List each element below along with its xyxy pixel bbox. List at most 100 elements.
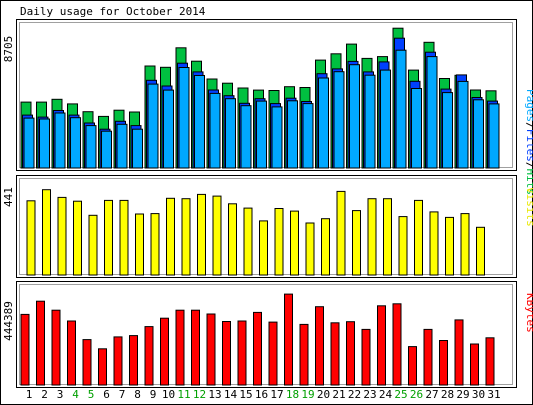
- bar-visits-day-10: [166, 197, 175, 276]
- legend-part: /: [524, 162, 533, 169]
- kbytes-panel: 444389 KBytes: [2, 281, 533, 388]
- bar-pages-day-6: [101, 130, 112, 169]
- legend-part: Hits: [524, 169, 533, 196]
- bar-kbytes-day-14: [222, 321, 231, 386]
- bar-kbytes-day-12: [191, 309, 200, 386]
- x-tick-label-day-8: 8: [134, 388, 141, 401]
- x-tick-label-day-28: 28: [441, 388, 454, 401]
- bar-visits-day-23: [367, 198, 377, 276]
- bar-pages-day-13: [209, 92, 221, 169]
- y-max-label: 8705: [2, 36, 15, 63]
- bar-pages-day-23: [364, 74, 376, 169]
- bar-kbytes-day-8: [129, 335, 138, 386]
- x-tick-label-day-6: 6: [103, 388, 110, 401]
- bar-pages-day-31: [488, 103, 500, 169]
- bar-pages-day-19: [302, 103, 314, 169]
- x-tick-label-day-20: 20: [317, 388, 330, 401]
- y-max-label: 444389: [2, 301, 15, 341]
- bar-visits-day-12: [197, 193, 206, 276]
- bar-visits-day-11: [181, 198, 191, 276]
- bar-pages-day-27: [426, 56, 438, 169]
- bar-visits-day-27: [429, 211, 439, 276]
- bar-kbytes-day-6: [98, 348, 107, 386]
- bar-visits-day-24: [383, 198, 392, 276]
- chart-title: Daily usage for October 2014: [20, 5, 206, 18]
- x-tick-label-day-14: 14: [224, 388, 238, 401]
- legend-part: Pages: [524, 89, 533, 122]
- bar-visits-day-21: [336, 190, 346, 276]
- legend-part: Visits: [524, 187, 533, 227]
- x-tick-label-day-4: 4: [72, 388, 79, 401]
- bar-kbytes-day-7: [113, 336, 123, 386]
- bar-kbytes-day-22: [346, 321, 355, 386]
- x-axis-labels: 1 2 3 4 5 6 7 8 9 10 11 12 13 14 15 16 17 18 19 20 21 22 23 24 2…: [26, 388, 501, 401]
- bar-kbytes-day-25: [392, 303, 402, 386]
- bar-kbytes-day-15: [237, 320, 247, 386]
- x-tick-label-day-21: 21: [332, 388, 345, 401]
- x-tick-label-day-27: 27: [425, 388, 438, 401]
- bar-kbytes-day-26: [408, 346, 417, 386]
- x-tick-label-day-25: 25: [394, 388, 407, 401]
- bar-visits-day-20: [321, 218, 330, 276]
- bar-kbytes-day-30: [470, 343, 479, 386]
- bar-kbytes-day-21: [330, 322, 340, 386]
- bar-kbytes-day-18: [284, 293, 293, 386]
- bar-visits-day-7: [119, 199, 129, 276]
- x-tick-label-day-9: 9: [150, 388, 157, 401]
- bar-kbytes-day-2: [36, 300, 45, 386]
- bar-visits-day-19: [305, 222, 315, 276]
- x-tick-label-day-1: 1: [26, 388, 33, 401]
- bar-visits-day-1: [26, 200, 36, 276]
- x-tick-label-day-31: 31: [487, 388, 500, 401]
- bar-visits-day-4: [73, 200, 82, 276]
- bar-pages-day-2: [39, 118, 50, 169]
- bar-pages-day-21: [333, 71, 345, 169]
- bar-visits-day-17: [274, 208, 284, 276]
- x-tick-label-day-15: 15: [239, 388, 252, 401]
- bar-pages-day-3: [54, 112, 66, 169]
- bar-visits-day-29: [460, 213, 470, 276]
- x-tick-label-day-2: 2: [41, 388, 48, 401]
- bar-pages-day-20: [318, 77, 329, 169]
- bar-kbytes-day-10: [160, 317, 169, 386]
- bar-visits-day-3: [57, 196, 67, 276]
- x-tick-label-day-17: 17: [270, 388, 283, 401]
- bar-pages-day-30: [473, 99, 484, 169]
- x-tick-label-day-3: 3: [57, 388, 64, 401]
- bar-visits-day-14: [228, 203, 237, 276]
- bar-kbytes-day-19: [299, 323, 309, 386]
- bar-pages-day-8: [132, 128, 143, 169]
- bar-visits-day-18: [290, 210, 299, 276]
- bar-kbytes-day-29: [454, 319, 464, 386]
- bar-pages-day-4: [70, 117, 81, 169]
- bar-kbytes-day-28: [439, 340, 448, 386]
- bar-pages-day-16: [256, 100, 267, 169]
- bar-pages-day-10: [163, 89, 174, 169]
- x-tick-label-day-10: 10: [162, 388, 175, 401]
- bar-visits-day-13: [212, 195, 222, 276]
- bar-kbytes-day-31: [485, 337, 495, 386]
- bar-pages-day-26: [411, 88, 422, 169]
- x-tick-label-day-7: 7: [119, 388, 126, 401]
- bar-pages-day-17: [271, 106, 283, 169]
- bar-pages-day-25: [395, 49, 407, 169]
- bar-visits-day-25: [398, 216, 408, 276]
- bar-pages-day-24: [380, 69, 391, 169]
- bar-kbytes-day-23: [361, 328, 371, 386]
- x-tick-label-day-5: 5: [88, 388, 95, 401]
- x-tick-label-day-30: 30: [472, 388, 485, 401]
- bar-pages-day-9: [147, 83, 159, 169]
- bar-pages-day-29: [457, 80, 469, 169]
- bar-kbytes-day-27: [423, 328, 433, 386]
- bar-pages-day-15: [240, 105, 252, 169]
- bar-kbytes-day-17: [268, 321, 278, 386]
- panel-inner-border: [19, 284, 513, 385]
- x-tick-label-day-16: 16: [255, 388, 268, 401]
- bar-kbytes-day-9: [144, 326, 154, 386]
- legend-part: KBytes: [524, 293, 533, 333]
- bar-kbytes-day-4: [67, 320, 76, 386]
- x-tick-label-day-22: 22: [348, 388, 361, 401]
